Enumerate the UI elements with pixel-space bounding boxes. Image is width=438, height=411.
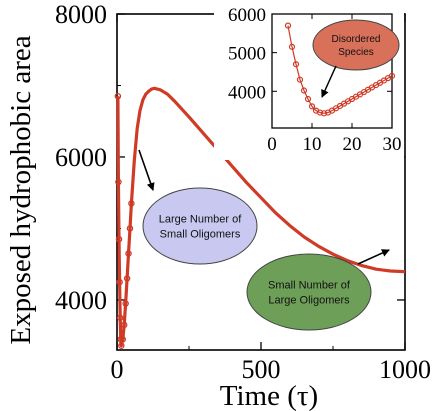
inset-x-tick-label: 20 bbox=[343, 134, 362, 155]
inset-data-point bbox=[388, 72, 396, 79]
annotation-bubble-large-oligomers bbox=[246, 253, 372, 331]
inset-x-tick-label: 30 bbox=[383, 134, 402, 155]
inset-data-point bbox=[300, 87, 308, 94]
inset-data-point bbox=[316, 109, 324, 116]
inset-data-point bbox=[284, 22, 292, 29]
data-point bbox=[114, 92, 122, 100]
annotation-text-disordered: Disordered Species bbox=[332, 34, 381, 58]
inset-data-point bbox=[308, 103, 316, 110]
data-point bbox=[116, 278, 123, 286]
inset-x-tick-label: 10 bbox=[303, 134, 322, 155]
data-point bbox=[116, 314, 124, 322]
inset-data-point bbox=[304, 95, 312, 103]
annotation-arrow-small-oligomers bbox=[138, 149, 155, 191]
data-point bbox=[119, 336, 127, 343]
data-point bbox=[120, 321, 128, 329]
x-tick-label: 500 bbox=[242, 355, 281, 384]
inset-data-point bbox=[288, 43, 296, 50]
annotation-bubble-small-oligomers bbox=[142, 187, 258, 265]
annotation-bubble-disordered bbox=[312, 19, 400, 71]
annotation-text-large-oligomers: Small Number of Large Oligomers bbox=[268, 279, 351, 306]
annotation-arrow-disordered bbox=[321, 65, 337, 98]
data-point bbox=[118, 342, 125, 349]
x-tick-label: 0 bbox=[111, 355, 124, 384]
inset-data-point bbox=[296, 76, 304, 83]
annotation-text-large-oligomers-line: Small Number of bbox=[268, 279, 351, 291]
inset-x-tick-label: 0 bbox=[267, 134, 277, 155]
data-point bbox=[126, 225, 134, 232]
x-tick-label: 1000 bbox=[379, 355, 431, 384]
annotation-text-small-oligomers: Large Number of Small Oligomers bbox=[159, 213, 242, 240]
annotation-arrow-large-oligomers bbox=[357, 249, 390, 265]
inset-y-tick-label: 4000 bbox=[228, 82, 266, 103]
data-point bbox=[117, 336, 124, 343]
data-point bbox=[128, 200, 135, 207]
inset-y-tick-label: 5000 bbox=[228, 44, 266, 65]
inset-data-point bbox=[320, 110, 328, 117]
annotation-text-disordered-line: Disordered bbox=[332, 34, 381, 45]
data-point bbox=[125, 250, 132, 257]
inset-data-point bbox=[292, 61, 300, 68]
x-axis-label: Time (τ) bbox=[220, 380, 318, 411]
annotation-text-disordered-line: Species bbox=[338, 47, 374, 58]
y-tick-label: 8000 bbox=[55, 0, 107, 29]
annotation-text-small-oligomers-line: Large Number of bbox=[159, 213, 242, 225]
data-point bbox=[115, 235, 123, 243]
data-point bbox=[122, 300, 129, 307]
data-point bbox=[123, 275, 131, 282]
data-point bbox=[115, 178, 122, 186]
y-axis-label: Exposed hydrophobic area bbox=[5, 35, 37, 344]
y-tick-label: 4000 bbox=[55, 286, 107, 315]
inset-frame bbox=[271, 13, 393, 129]
y-tick-label: 6000 bbox=[55, 143, 107, 172]
inset-y-tick-label: 6000 bbox=[228, 5, 266, 26]
annotation-text-small-oligomers-line: Small Oligomers bbox=[160, 228, 241, 240]
annotation-text-large-oligomers-line: Large Oligomers bbox=[268, 294, 350, 306]
